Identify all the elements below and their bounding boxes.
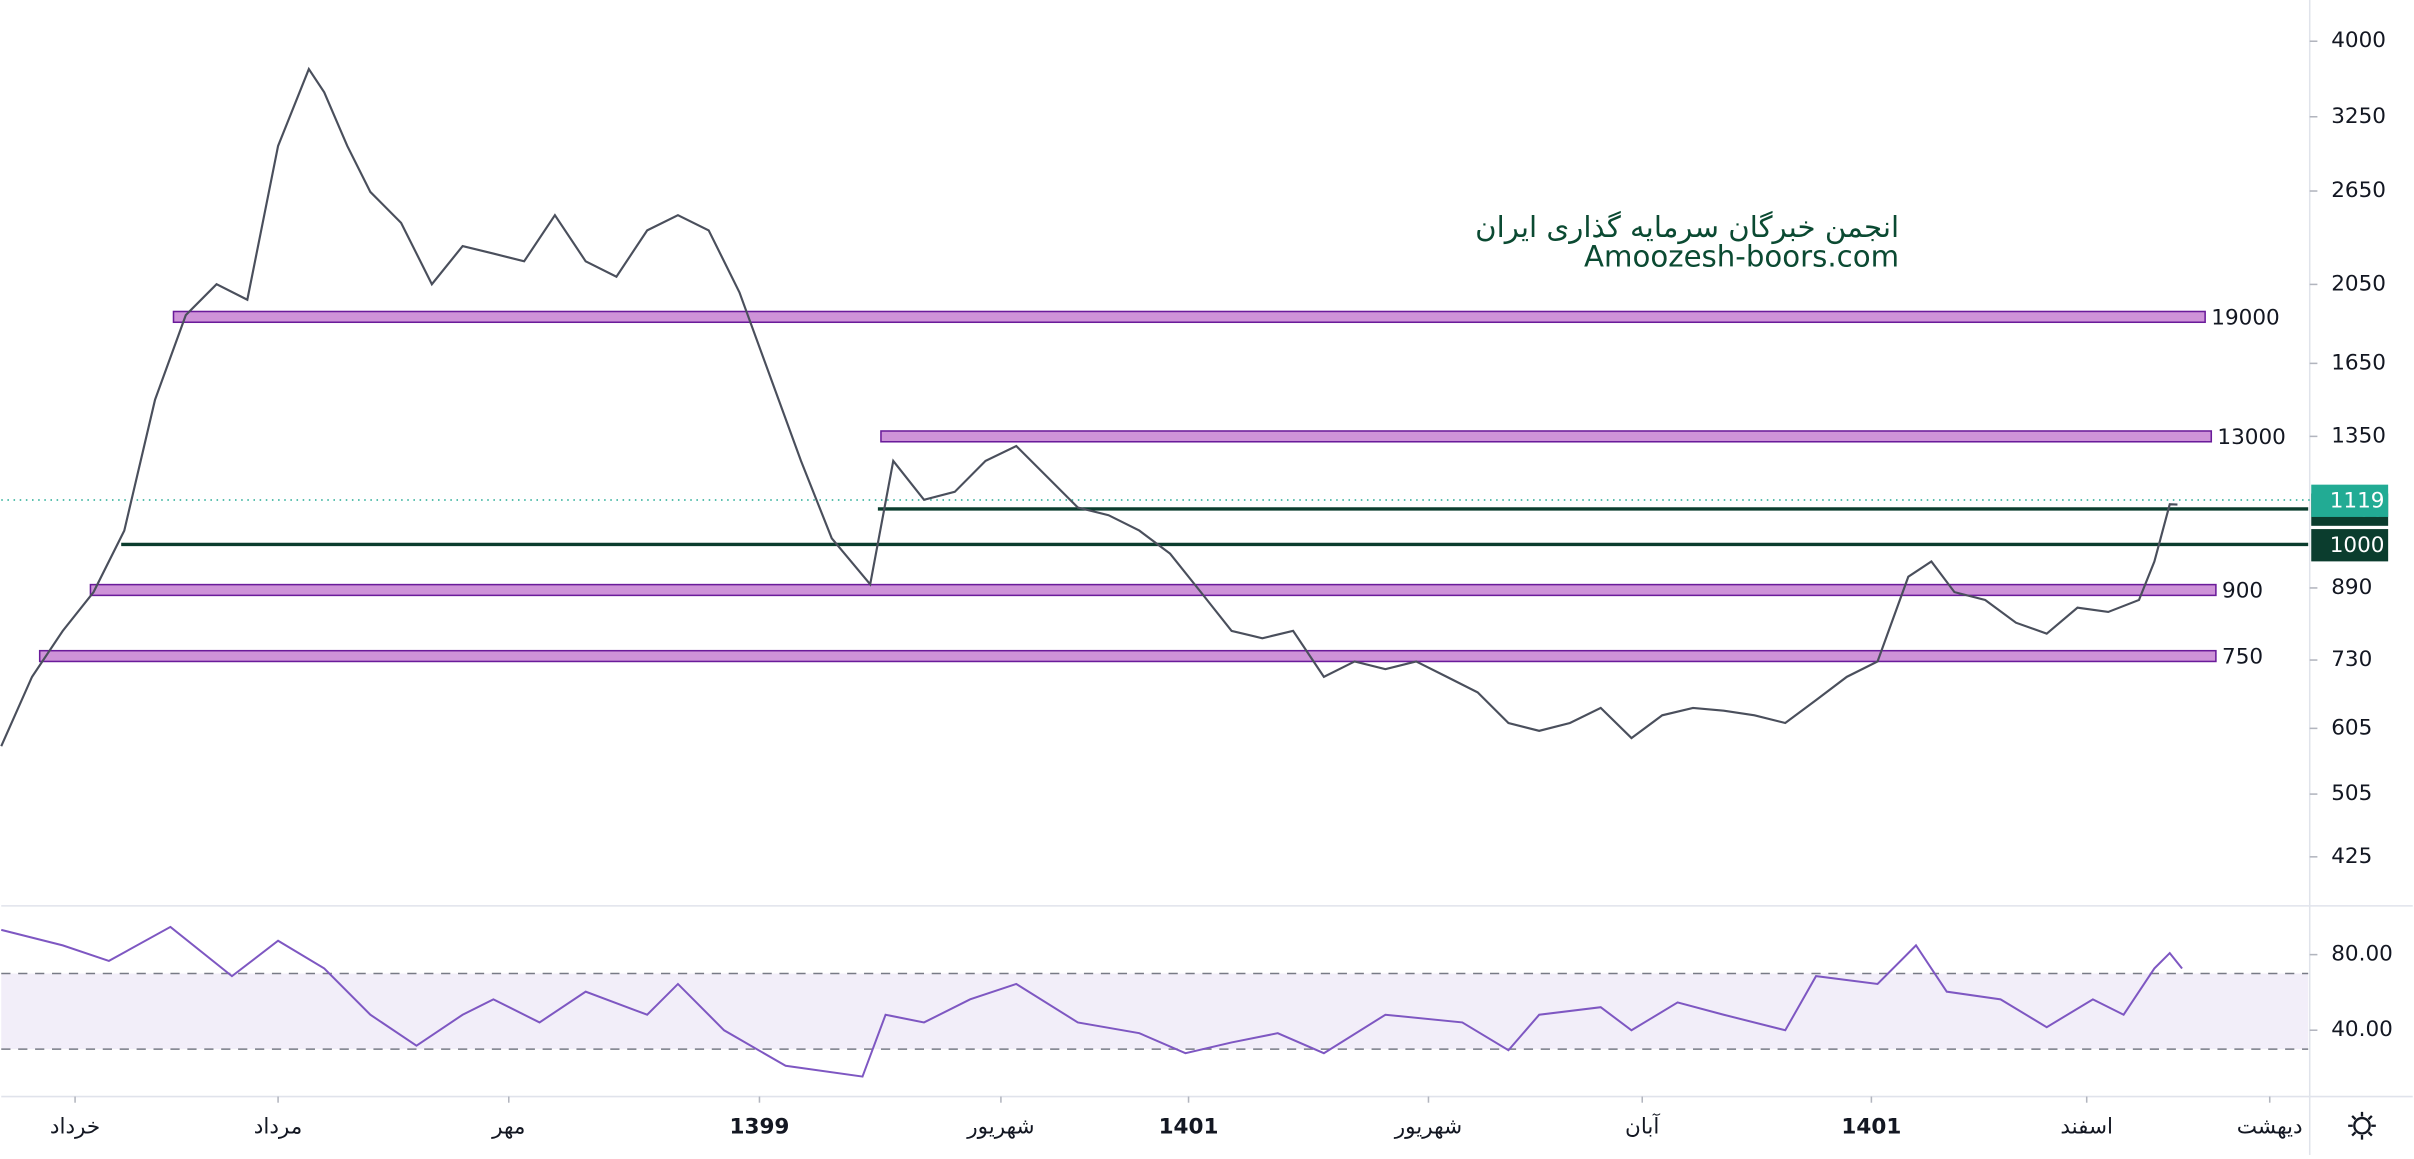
last-price-box [2311,484,2389,517]
x-tick-label: اسفند [2060,1114,2113,1139]
level-label: 13000 [2217,425,2285,450]
level-box [880,430,2213,443]
price-line [0,66,2178,747]
rsi-tick-label: 40.00 [2331,1017,2393,1042]
y-tick-label: 730 [2331,647,2372,672]
y-tick-label: 1650 [2331,350,2386,375]
settings-icon[interactable] [2348,1111,2376,1140]
x-tick-label: 1401 [1159,1114,1219,1139]
rsi-tick-label: 80.00 [2331,942,2393,967]
y-tick-label: 3250 [2331,104,2386,129]
y-tick-label: 605 [2331,715,2372,740]
rsi-line [1,925,2183,1078]
x-tick-label: خرداد [50,1114,100,1139]
x-tick-label: دیهشت [2237,1114,2303,1139]
level-label: 900 [2222,579,2263,604]
x-tick-label: مهر [491,1114,525,1139]
watermark: Amoozesh-boors.com [1584,239,1899,273]
level-box [172,310,2206,324]
x-tick-label: 1399 [730,1114,790,1139]
level-label: 750 [2222,645,2263,670]
x-tick-label: 1401 [1841,1114,1901,1139]
level-box [89,583,2217,597]
y-tick-label: 890 [2331,575,2372,600]
y-tick-label: 2650 [2331,178,2386,203]
y-tick-label: 2050 [2331,271,2386,296]
x-tick-label: شهریور [966,1114,1034,1139]
x-tick-label: آبان [1625,1112,1660,1139]
level-label: 19000 [2211,305,2279,330]
axis-price-box [2311,529,2389,562]
y-tick-label: 425 [2331,844,2372,869]
rsi-band [1,973,2309,1050]
level-box [38,649,2217,663]
y-tick-label: 4000 [2331,28,2386,53]
x-tick-label: شهریور [1394,1114,1462,1139]
y-tick-label: 1350 [2331,423,2386,448]
x-tick-label: مرداد [254,1114,303,1139]
last-price-label: 1119 [2330,489,2385,514]
axis-price-label: 1000 [2330,533,2385,558]
watermark: انجمن خبرگان سرمایه گذاری ایران [1475,210,1899,244]
y-tick-label: 505 [2331,781,2372,806]
